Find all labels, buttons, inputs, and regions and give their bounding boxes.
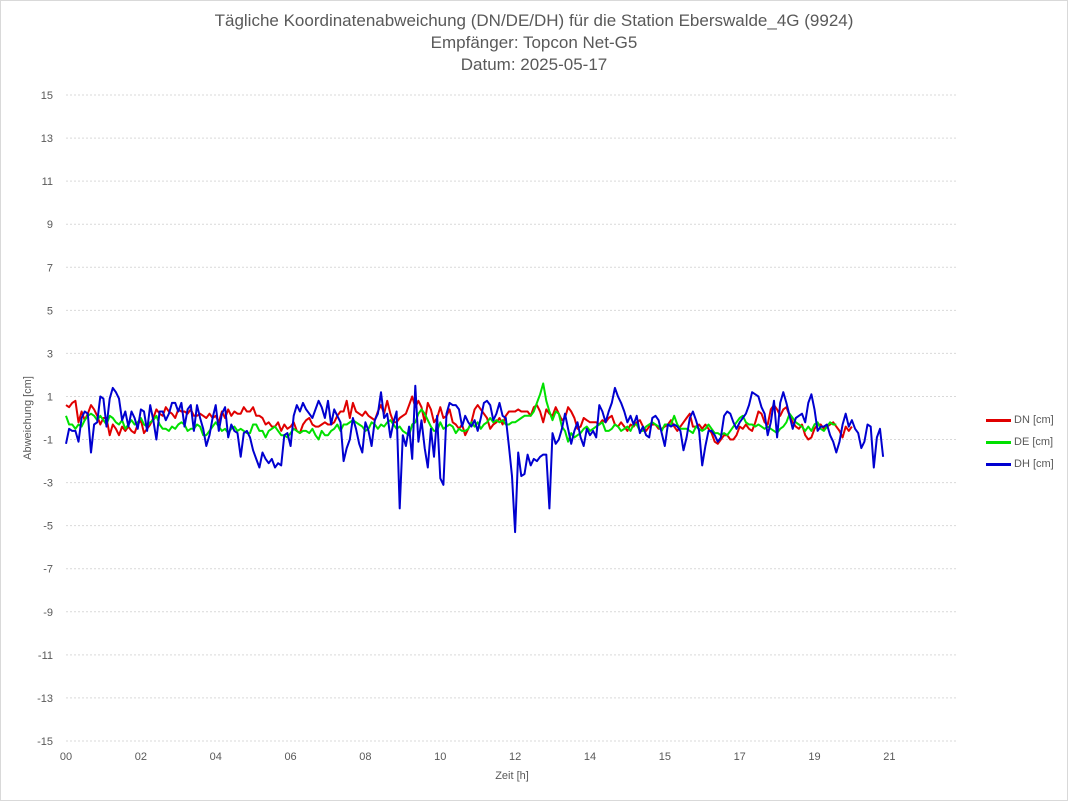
x-tick-label: 17 (734, 751, 746, 763)
legend-swatch-de (986, 440, 1011, 444)
x-tick-label: 14 (584, 751, 596, 763)
x-tick-label: 19 (808, 751, 820, 763)
legend-item-de[interactable]: DE [cm] (986, 431, 1054, 453)
y-tick-label: -5 (43, 521, 53, 533)
legend-label-de: DE [cm] (1014, 436, 1054, 448)
legend-item-dh[interactable]: DH [cm] (986, 453, 1054, 475)
series-lines (65, 382, 885, 534)
legend-label-dh: DH [cm] (1014, 458, 1054, 470)
series-line-dh (65, 384, 885, 534)
y-tick-label: 13 (41, 133, 53, 145)
x-axis-title: Zeit [h] (495, 770, 529, 782)
x-tick-label: 08 (359, 751, 371, 763)
y-axis-title: Abweichung [cm] (22, 376, 34, 460)
x-tick-label: 00 (60, 751, 72, 763)
x-tick-label: 02 (135, 751, 147, 763)
legend: DN [cm] DE [cm] DH [cm] (986, 409, 1054, 475)
x-tick-label: 15 (659, 751, 671, 763)
x-tick-label: 06 (284, 751, 296, 763)
y-tick-label: -1 (43, 435, 53, 447)
x-tick-labels: 00 02 04 06 08 10 12 14 15 17 19 21 (60, 751, 896, 763)
legend-swatch-dh (986, 462, 1011, 466)
chart-title-block: Tägliche Koordinatenabweichung (DN/DE/DH… (0, 10, 1068, 76)
x-tick-label: 21 (883, 751, 895, 763)
y-tick-label: 11 (42, 176, 53, 188)
y-tick-label: 7 (47, 262, 53, 274)
x-tick-label: 12 (509, 751, 521, 763)
y-tick-label: 5 (47, 305, 53, 317)
x-tick-label: 10 (434, 751, 446, 763)
y-tick-label: 1 (47, 391, 53, 403)
y-tick-labels: 15 13 11 9 7 5 3 1 -1 -3 -5 -7 -9 -11 -13 -15 (37, 90, 53, 748)
y-tick-label: -13 (37, 693, 53, 705)
y-tick-label: -15 (37, 736, 53, 748)
y-tick-label: 3 (47, 348, 53, 360)
y-tick-label: -3 (43, 478, 53, 490)
chart-title: Tägliche Koordinatenabweichung (DN/DE/DH… (214, 11, 854, 30)
y-tick-label: -7 (43, 564, 53, 576)
y-tick-label: -9 (43, 607, 53, 619)
y-tick-label: 15 (41, 90, 53, 102)
legend-label-dn: DN [cm] (1014, 414, 1054, 426)
chart-subtitle-receiver: Empfänger: Topcon Net-G5 (430, 33, 638, 52)
y-tick-label: -11 (38, 650, 53, 662)
legend-item-dn[interactable]: DN [cm] (986, 409, 1054, 431)
legend-swatch-dn (986, 418, 1011, 422)
x-tick-label: 04 (210, 751, 222, 763)
grid-lines (66, 94, 958, 742)
y-tick-label: 9 (47, 219, 53, 231)
chart-subtitle-date: Datum: 2025-05-17 (460, 55, 608, 74)
